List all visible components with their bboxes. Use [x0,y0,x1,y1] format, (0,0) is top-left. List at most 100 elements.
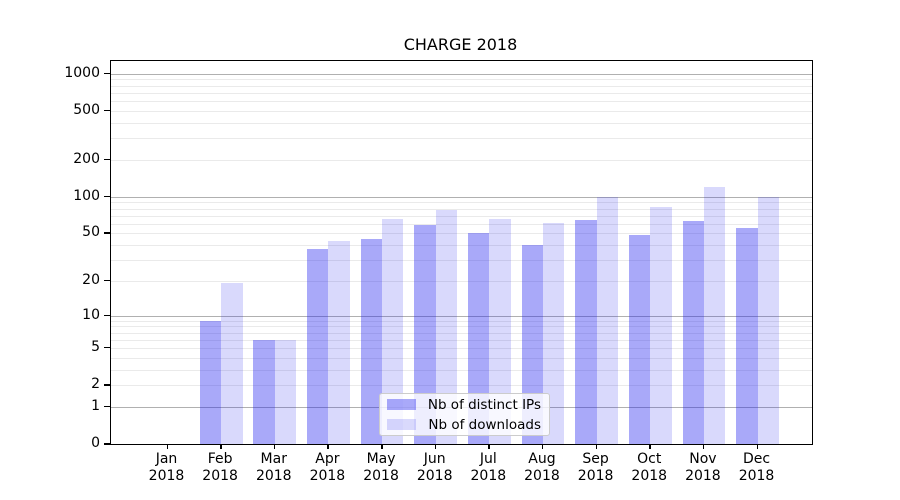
gridline-minor [111,385,812,387]
x-tick-year: 2018 [202,468,238,484]
x-tick-year: 2018 [470,468,507,484]
x-tick-year: 2018 [524,468,560,484]
gridline-minor [111,85,812,87]
gridline-minor [111,357,812,359]
x-tick-year: 2018 [685,468,721,484]
x-tick-mark [756,444,759,449]
gridline-minor [111,159,812,161]
bar-downloads-feb [221,283,243,444]
bar-distinct-ips-oct [628,235,651,444]
y-tick-mark [104,384,110,386]
gridline-minor [111,339,812,341]
gridline-major [111,73,812,75]
x-tick-mark [649,444,651,449]
bar-downloads-jul [489,219,511,444]
bar-downloads-oct [650,206,672,444]
x-tick-year: 2018 [577,468,614,484]
bar-downloads-apr [328,241,350,444]
gridline-minor [111,332,812,334]
x-tick-month: Feb [207,451,233,467]
y-tick-mark [104,72,110,75]
x-tick-label-sep: Sep 2018 [561,451,631,485]
chart-title: CHARGE 2018 [403,35,518,54]
y-tick-mark [104,195,110,198]
y-tick-label-2: 2 [91,376,100,393]
gridline-minor [111,245,812,246]
x-tick-mark [327,444,329,449]
gridline-minor [111,280,812,282]
x-tick-month: Jun [423,451,446,467]
x-tick-month: Nov [689,451,717,467]
legend-swatch-distinct-ips [387,399,416,410]
bar-distinct-ips-sep [575,220,597,444]
legend-item-distinct-ips: Nb of distinct IPs [387,397,541,413]
x-tick-mark [381,444,383,449]
gridline-major [111,315,812,317]
x-tick-year: 2018 [631,468,668,484]
x-tick-mark [273,444,276,449]
y-tick-label-500: 500 [73,101,100,118]
y-tick-label-20: 20 [82,271,100,288]
bar-downloads-jun [435,209,458,444]
legend-swatch-downloads [387,419,416,430]
x-tick-year: 2018 [416,468,453,484]
gridline-minor [111,223,812,225]
x-tick-label-may: May 2018 [346,451,416,485]
x-tick-mark [541,444,544,449]
bar-distinct-ips-may [360,238,383,444]
bar-downloads-sep [596,196,618,444]
gridline-minor [111,138,812,140]
x-tick-year: 2018 [738,468,775,484]
x-tick-label-feb: Feb 2018 [185,451,255,485]
y-tick-label-5: 5 [91,338,100,355]
x-tick-month: Apr [315,451,340,467]
x-tick-year: 2018 [309,468,346,484]
y-tick-label-1000: 1000 [64,64,100,81]
bar-downloads-mar [274,339,297,444]
x-tick-mark [488,444,490,449]
y-tick-label-50: 50 [82,224,100,241]
y-tick-label-100: 100 [73,187,100,204]
x-tick-month: Jul [479,451,497,467]
x-tick-label-mar: Mar 2018 [239,451,309,485]
bar-distinct-ips-dec [736,228,758,444]
x-tick-mark [702,444,705,449]
gridline-major [111,196,812,198]
gridline-minor [111,326,812,328]
x-tick-mark [166,444,168,449]
plot-area: Nb of distinct IPs Nb of downloads [110,60,813,445]
x-tick-year: 2018 [255,468,292,484]
x-tick-year: 2018 [148,468,185,484]
y-tick-mark [104,314,110,316]
y-tick-label-1: 1 [91,397,100,414]
x-tick-label-aug: Aug 2018 [507,451,577,485]
gridline-minor [111,122,812,124]
y-tick-label-10: 10 [82,306,100,323]
legend-item-downloads: Nb of downloads [387,417,541,433]
x-tick-mark [434,444,437,449]
legend: Nb of distinct IPs Nb of downloads [379,393,550,436]
x-tick-label-nov: Nov 2018 [668,451,738,485]
bar-distinct-ips-jul [467,233,490,444]
bar-distinct-ips-jun [414,224,436,444]
gridline-minor [111,347,812,349]
y-tick-mark [104,109,110,112]
x-tick-year: 2018 [363,468,399,484]
gridline-minor [111,79,812,81]
bar-downloads-aug [542,222,565,444]
x-tick-month: Aug [528,451,556,467]
y-tick-mark [104,443,110,445]
gridline-minor [111,233,812,235]
bar-downloads-may [382,218,404,444]
gridline-minor [111,208,812,210]
bar-downloads-nov [703,187,726,444]
bar-distinct-ips-nov [682,221,704,444]
bar-distinct-ips-feb [199,320,222,444]
x-tick-label-jun: Jun 2018 [400,451,470,485]
x-tick-month: Dec [742,451,771,467]
bar-distinct-ips-mar [253,339,275,444]
bar-distinct-ips-apr [307,249,329,444]
legend-label-distinct-ips: Nb of distinct IPs [427,396,541,413]
x-tick-month: May [366,451,396,467]
